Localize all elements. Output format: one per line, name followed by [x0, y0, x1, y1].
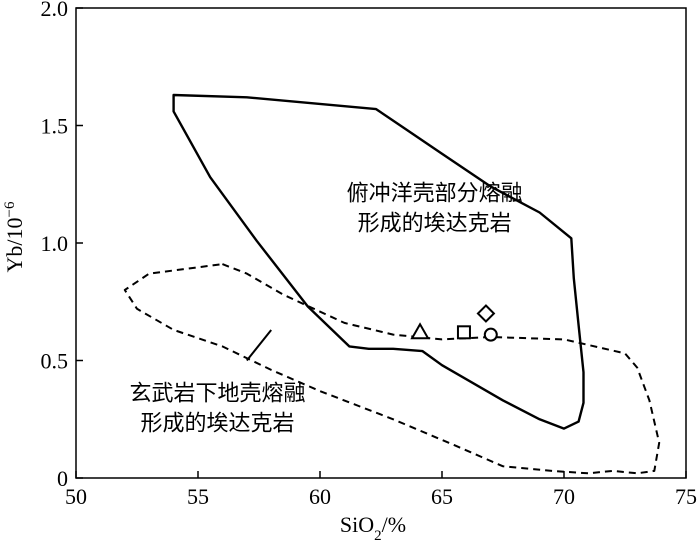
x-axis-title: SiO2/%: [340, 512, 406, 542]
y-tick-label: 2.0: [41, 0, 69, 21]
basaltic-lower-crust-region: [123, 263, 661, 475]
circle-marker: [483, 327, 498, 342]
x-tick-label: 60: [309, 484, 331, 509]
y-tick-label: 0.5: [41, 349, 69, 374]
x-tick-label: 75: [675, 484, 697, 509]
region-label-line: 俯冲洋壳部分熔融: [347, 182, 523, 207]
region-label-line: 形成的埃达克岩: [141, 411, 295, 436]
region-label-line: 形成的埃达克岩: [358, 212, 512, 237]
points-layer: [410, 304, 498, 342]
y-tick-label: 1.0: [41, 231, 69, 256]
region-label-line: 玄武岩下地壳熔融: [130, 381, 306, 406]
x-tick-label: 50: [65, 484, 87, 509]
x-tick-label: 55: [187, 484, 209, 509]
diamond-marker: [476, 304, 496, 323]
triangle-marker: [410, 322, 430, 340]
label-leader-line: [246, 329, 272, 362]
plot-frame: [75, 7, 687, 479]
square-marker: [456, 325, 471, 340]
x-tick-label: 65: [431, 484, 453, 509]
x-tick-label: 70: [553, 484, 575, 509]
y-axis-title: Yb/10−6: [2, 201, 27, 272]
y-tick-label: 0: [57, 466, 68, 491]
y-tick-label: 1.5: [41, 114, 69, 139]
subducted-oceanic-crust-region: [172, 93, 585, 430]
